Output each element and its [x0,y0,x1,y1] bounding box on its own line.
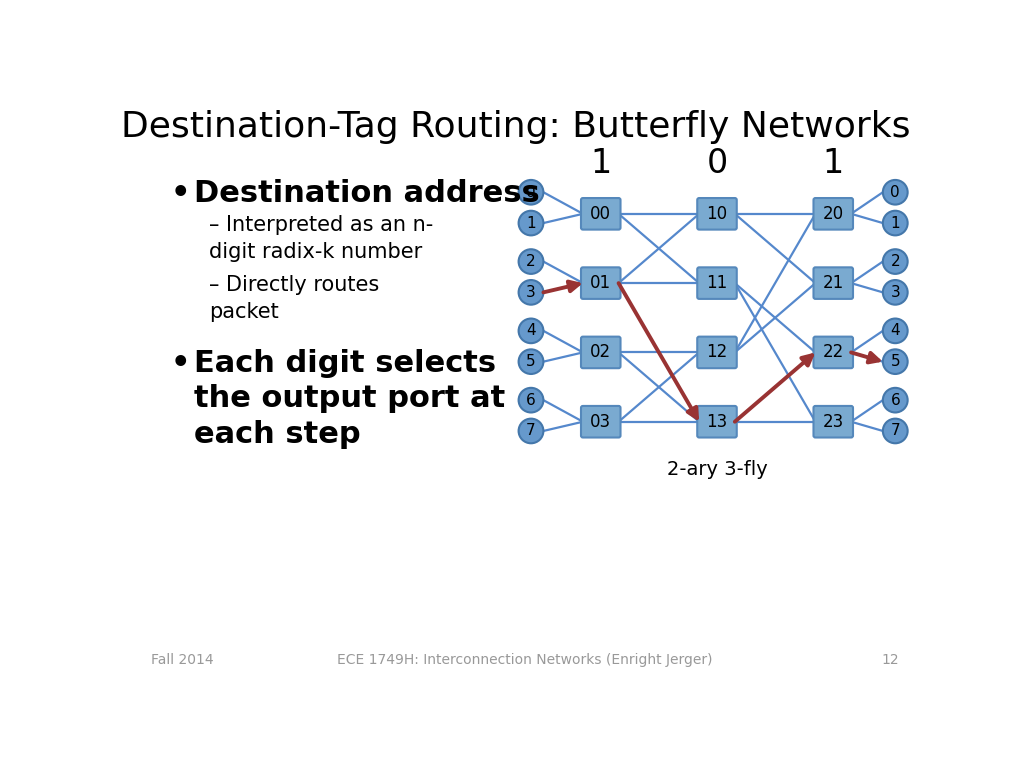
FancyBboxPatch shape [697,336,736,368]
Text: 12: 12 [707,343,728,362]
FancyBboxPatch shape [581,267,621,299]
Text: Destination-Tag Routing: Butterfly Networks: Destination-Tag Routing: Butterfly Netwo… [121,110,910,144]
Text: 6: 6 [526,392,536,408]
Text: 01: 01 [590,274,611,292]
Text: 1: 1 [891,216,900,230]
Text: 0: 0 [707,147,728,180]
FancyBboxPatch shape [813,406,853,438]
FancyBboxPatch shape [581,336,621,368]
FancyBboxPatch shape [581,198,621,230]
Circle shape [883,419,907,443]
Text: 23: 23 [822,412,844,431]
Text: 21: 21 [822,274,844,292]
Text: 5: 5 [891,354,900,369]
Text: Fall 2014: Fall 2014 [152,653,214,667]
Text: 3: 3 [526,285,536,300]
Circle shape [518,250,544,274]
Text: 7: 7 [891,423,900,439]
Text: – Interpreted as an n-
digit radix-k number: – Interpreted as an n- digit radix-k num… [209,215,433,262]
Text: 10: 10 [707,205,728,223]
Text: •: • [171,349,190,378]
Text: 0: 0 [891,185,900,200]
Text: 4: 4 [526,323,536,339]
FancyBboxPatch shape [697,267,736,299]
Text: 1: 1 [590,147,611,180]
FancyBboxPatch shape [581,406,621,438]
Text: ECE 1749H: Interconnection Networks (Enright Jerger): ECE 1749H: Interconnection Networks (Enr… [337,653,713,667]
Circle shape [883,319,907,343]
Text: 6: 6 [891,392,900,408]
Text: 4: 4 [891,323,900,339]
FancyBboxPatch shape [813,336,853,368]
Text: 11: 11 [707,274,728,292]
Text: 20: 20 [822,205,844,223]
Text: 1: 1 [822,147,844,180]
Circle shape [883,349,907,374]
Circle shape [518,319,544,343]
Circle shape [883,180,907,204]
Text: 2: 2 [891,254,900,269]
Text: 12: 12 [882,653,899,667]
Circle shape [518,349,544,374]
Text: 03: 03 [590,412,611,431]
Text: 1: 1 [526,216,536,230]
Text: 00: 00 [590,205,611,223]
Text: 13: 13 [707,412,728,431]
Text: Each digit selects
the output port at
each step: Each digit selects the output port at ea… [194,349,505,449]
Circle shape [883,250,907,274]
Text: Destination address: Destination address [194,179,540,208]
Text: 2: 2 [526,254,536,269]
Circle shape [518,210,544,235]
Circle shape [518,180,544,204]
Text: 02: 02 [590,343,611,362]
Circle shape [518,280,544,305]
Text: 22: 22 [822,343,844,362]
Text: 5: 5 [526,354,536,369]
Text: 0: 0 [526,185,536,200]
Circle shape [518,419,544,443]
Circle shape [883,210,907,235]
FancyBboxPatch shape [697,198,736,230]
FancyBboxPatch shape [813,267,853,299]
Circle shape [518,388,544,412]
Text: •: • [171,179,190,208]
Text: 3: 3 [891,285,900,300]
Text: 2-ary 3-fly: 2-ary 3-fly [667,460,767,479]
Text: – Directly routes
packet: – Directly routes packet [209,276,380,322]
Circle shape [883,280,907,305]
FancyBboxPatch shape [813,198,853,230]
FancyBboxPatch shape [697,406,736,438]
Text: 7: 7 [526,423,536,439]
Circle shape [883,388,907,412]
